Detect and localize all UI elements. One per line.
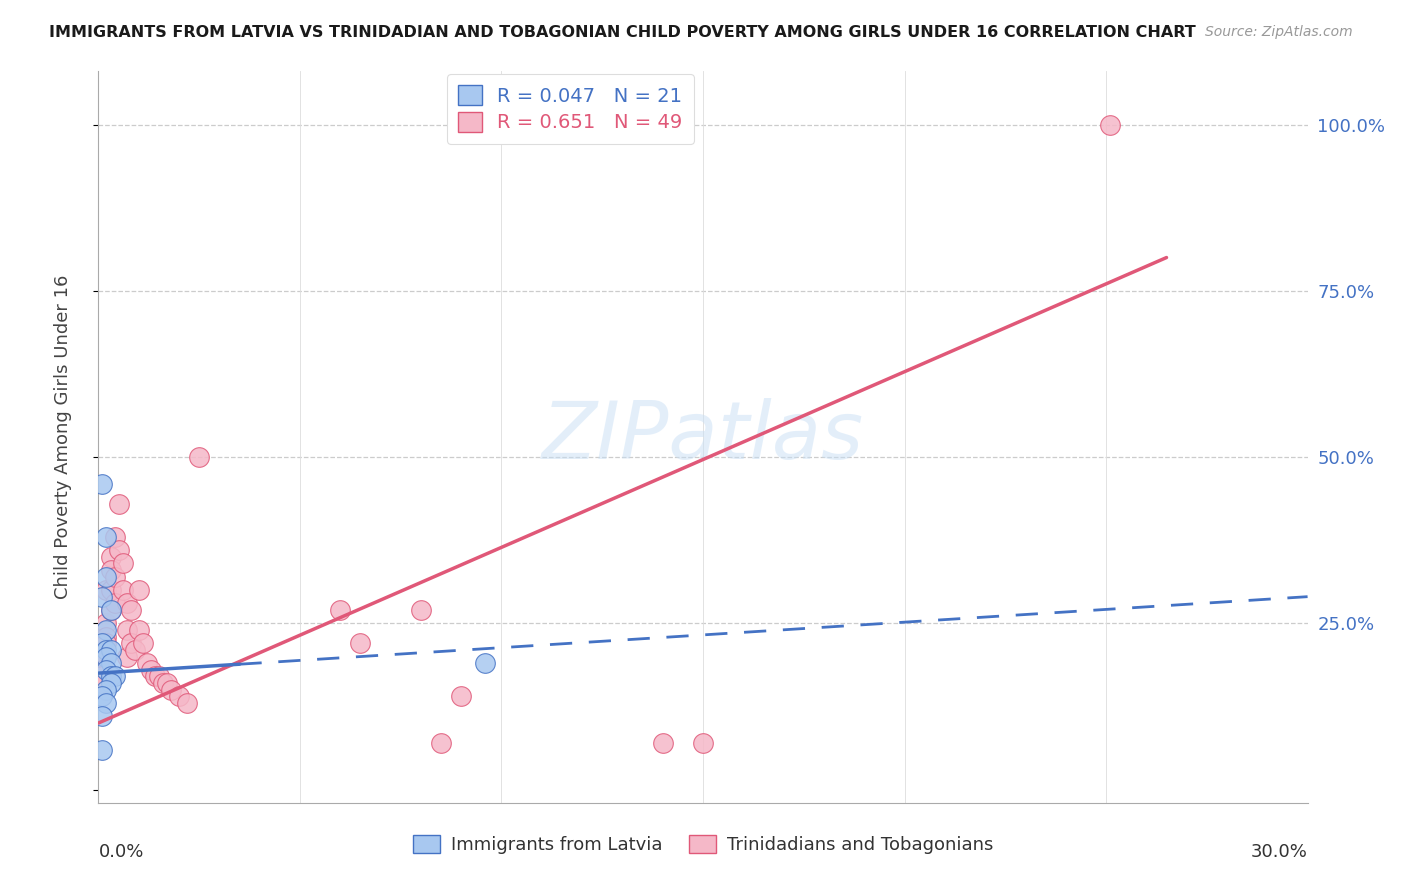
Point	[111, 582, 134, 597]
Point	[450, 690, 472, 704]
Point	[128, 582, 150, 597]
Point	[156, 676, 179, 690]
Point	[409, 603, 432, 617]
Point	[167, 690, 190, 704]
Point	[349, 636, 371, 650]
Point	[100, 603, 122, 617]
Point	[103, 669, 125, 683]
Point	[120, 603, 142, 617]
Point	[1099, 118, 1122, 132]
Point	[103, 596, 125, 610]
Point	[91, 663, 114, 677]
Point	[91, 709, 114, 723]
Point	[100, 563, 122, 577]
Point	[103, 530, 125, 544]
Point	[135, 656, 157, 670]
Point	[96, 649, 118, 664]
Text: 30.0%: 30.0%	[1251, 843, 1308, 861]
Point	[91, 669, 114, 683]
Point	[107, 543, 129, 558]
Point	[96, 530, 118, 544]
Point	[103, 570, 125, 584]
Point	[100, 603, 122, 617]
Text: IMMIGRANTS FROM LATVIA VS TRINIDADIAN AND TOBAGONIAN CHILD POVERTY AMONG GIRLS U: IMMIGRANTS FROM LATVIA VS TRINIDADIAN AN…	[49, 25, 1197, 40]
Point	[91, 690, 114, 704]
Point	[160, 682, 183, 697]
Point	[96, 570, 118, 584]
Point	[115, 596, 138, 610]
Point	[430, 736, 453, 750]
Point	[96, 636, 118, 650]
Point	[100, 582, 122, 597]
Y-axis label: Child Poverty Among Girls Under 16: Child Poverty Among Girls Under 16	[53, 275, 72, 599]
Point	[96, 616, 118, 631]
Point	[91, 656, 114, 670]
Point	[148, 669, 170, 683]
Point	[91, 676, 114, 690]
Point	[96, 696, 118, 710]
Point	[176, 696, 198, 710]
Point	[96, 643, 118, 657]
Point	[96, 623, 118, 637]
Point	[91, 590, 114, 604]
Point	[91, 476, 114, 491]
Point	[132, 636, 155, 650]
Point	[474, 656, 496, 670]
Point	[91, 649, 114, 664]
Point	[120, 636, 142, 650]
Point	[96, 682, 118, 697]
Point	[96, 582, 118, 597]
Point	[100, 676, 122, 690]
Point	[152, 676, 174, 690]
Point	[692, 736, 714, 750]
Point	[100, 643, 122, 657]
Point	[96, 663, 118, 677]
Point	[100, 669, 122, 683]
Point	[115, 623, 138, 637]
Point	[96, 630, 118, 644]
Point	[91, 636, 114, 650]
Point	[111, 557, 134, 571]
Point	[139, 663, 162, 677]
Text: Source: ZipAtlas.com: Source: ZipAtlas.com	[1205, 25, 1353, 39]
Point	[115, 649, 138, 664]
Point	[128, 623, 150, 637]
Point	[329, 603, 352, 617]
Point	[100, 549, 122, 564]
Point	[107, 497, 129, 511]
Point	[100, 656, 122, 670]
Text: 0.0%: 0.0%	[98, 843, 143, 861]
Legend: Immigrants from Latvia, Trinidadians and Tobagonians: Immigrants from Latvia, Trinidadians and…	[404, 826, 1002, 863]
Point	[91, 742, 114, 756]
Point	[651, 736, 673, 750]
Point	[91, 636, 114, 650]
Point	[91, 643, 114, 657]
Text: ZIPatlas: ZIPatlas	[541, 398, 865, 476]
Point	[143, 669, 166, 683]
Point	[188, 450, 211, 464]
Point	[124, 643, 146, 657]
